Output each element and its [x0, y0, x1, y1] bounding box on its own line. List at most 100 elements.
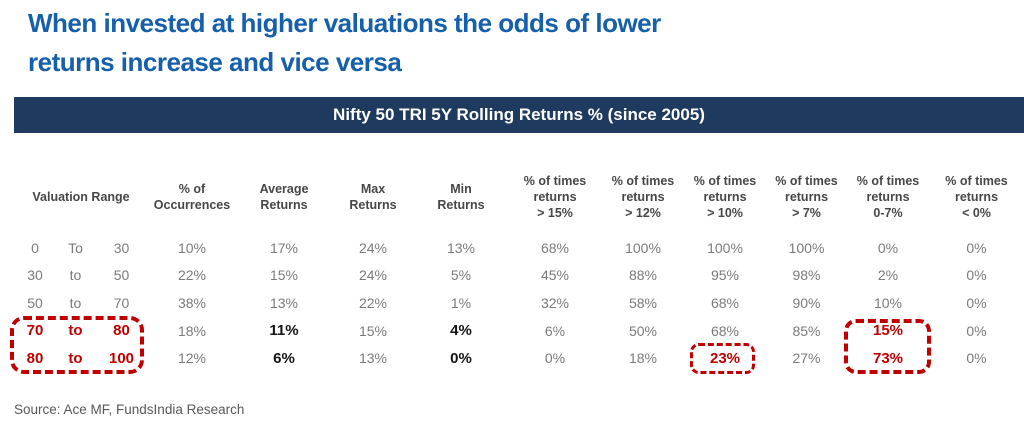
- header-line: returns: [533, 190, 577, 204]
- cell-max: 15%: [358, 322, 388, 339]
- cell-valuation-to: To: [68, 239, 83, 256]
- cell-gt7: 100%: [788, 239, 825, 256]
- cell-average: 15%: [269, 267, 299, 284]
- header-line: returns: [621, 190, 665, 204]
- cell-gt7: 98%: [792, 267, 821, 284]
- column-header-average-returns: Average Returns: [236, 166, 332, 228]
- cell-0-7: 0%: [877, 239, 899, 256]
- table-header-row: Valuation Range % of Occurrences Average…: [14, 166, 1024, 228]
- cell-0-7: 15%: [872, 322, 904, 340]
- cell-gt15: 32%: [540, 294, 570, 311]
- table-row-highlighted: 70 to 80 18% 11% 15% 4% 6% 50% 68% 85% 1…: [14, 317, 1024, 345]
- cell-max: 22%: [358, 294, 388, 311]
- header-line: > 15%: [537, 206, 573, 220]
- cell-valuation-high: 100: [108, 349, 135, 367]
- cell-occurrences: 22%: [177, 267, 207, 284]
- header-line: returns: [784, 190, 829, 204]
- header-line: Occurrences: [153, 198, 231, 212]
- column-header-min-returns: Min Returns: [414, 166, 508, 228]
- column-header-gt10: % of times returns > 10%: [684, 166, 766, 228]
- header-line: Min: [450, 182, 472, 196]
- cell-lt0: 0%: [966, 322, 987, 339]
- column-header-gt15: % of times returns > 15%: [508, 166, 602, 228]
- column-header-lt0: % of times returns < 0%: [929, 166, 1024, 228]
- header-line: % of times: [775, 174, 838, 188]
- header-line: 0-7%: [873, 206, 903, 220]
- cell-lt0: 0%: [966, 350, 987, 367]
- cell-average: 6%: [273, 349, 295, 367]
- cell-gt10: 100%: [707, 239, 743, 256]
- cell-valuation-high: 30: [113, 239, 130, 256]
- cell-lt0: 0%: [966, 294, 987, 311]
- cell-gt15: 45%: [540, 267, 570, 284]
- cell-valuation-low: 50: [27, 294, 43, 311]
- cell-valuation-to: to: [68, 349, 83, 367]
- header-line: < 0%: [962, 206, 991, 220]
- table-row: 0 To 30 10% 17% 24% 13% 68% 100% 100% 10…: [14, 234, 1024, 262]
- cell-0-7: 10%: [873, 294, 903, 311]
- rolling-returns-table: Valuation Range % of Occurrences Average…: [14, 166, 1024, 372]
- cell-min: 5%: [450, 267, 472, 284]
- page-title-line-2: returns increase and vice versa: [28, 47, 402, 77]
- cell-gt15: 0%: [544, 350, 566, 367]
- cell-lt0: 0%: [966, 267, 987, 284]
- cell-occurrences: 18%: [177, 322, 207, 339]
- cell-gt12: 18%: [628, 350, 658, 367]
- cell-0-7: 2%: [877, 267, 899, 284]
- cell-min: 0%: [450, 349, 472, 367]
- page-title: When invested at higher valuations the o…: [28, 4, 661, 82]
- column-header-gt12: % of times returns > 12%: [602, 166, 684, 228]
- cell-valuation-to: to: [69, 294, 82, 311]
- cell-gt10: 68%: [710, 294, 740, 311]
- cell-valuation-high: 70: [113, 294, 130, 311]
- column-header-0-7: % of times returns 0-7%: [847, 166, 929, 228]
- header-line: > 12%: [625, 206, 661, 220]
- cell-gt7: 85%: [792, 322, 821, 339]
- cell-min: 13%: [446, 239, 476, 256]
- cell-valuation-low: 80: [26, 349, 44, 367]
- column-header-occurrences: % of Occurrences: [148, 166, 236, 228]
- header-line: > 7%: [792, 206, 821, 220]
- cell-valuation-high: 50: [113, 267, 130, 284]
- source-note: Source: Ace MF, FundsIndia Research: [14, 402, 245, 417]
- cell-gt15: 6%: [544, 322, 566, 339]
- table-title-banner: Nifty 50 TRI 5Y Rolling Returns % (since…: [14, 97, 1024, 133]
- cell-occurrences: 38%: [177, 294, 207, 311]
- cell-average: 17%: [269, 239, 299, 256]
- header-line: % of: [178, 182, 206, 196]
- header-line: % of times: [856, 174, 920, 188]
- table-title-text: Nifty 50 TRI 5Y Rolling Returns % (since…: [333, 105, 705, 124]
- table-row: 30 to 50 22% 15% 24% 5% 45% 88% 95% 98% …: [14, 262, 1024, 290]
- header-line: returns: [954, 190, 999, 204]
- cell-lt0: 0%: [966, 239, 987, 256]
- cell-gt10: 23%: [709, 349, 741, 367]
- column-header-gt7: % of times returns > 7%: [766, 166, 847, 228]
- cell-average: 11%: [269, 322, 299, 340]
- cell-occurrences: 12%: [177, 350, 207, 367]
- cell-max: 24%: [358, 267, 388, 284]
- header-line: Average: [259, 182, 309, 196]
- cell-valuation-to: to: [68, 322, 83, 340]
- cell-gt7: 27%: [792, 350, 821, 367]
- header-line: Returns: [349, 198, 397, 212]
- table-row-highlighted: 80 to 100 12% 6% 13% 0% 0% 18% 23% 27% 7…: [14, 344, 1024, 372]
- header-line: Valuation Range: [32, 190, 130, 204]
- cell-max: 24%: [358, 239, 388, 256]
- header-line: Returns: [260, 198, 308, 212]
- cell-min: 4%: [450, 322, 472, 340]
- table-row: 50 to 70 38% 13% 22% 1% 32% 58% 68% 90% …: [14, 289, 1024, 317]
- cell-valuation-to: to: [69, 267, 82, 284]
- header-line: % of times: [693, 174, 757, 188]
- cell-gt12: 88%: [628, 267, 658, 284]
- cell-valuation-low: 0: [31, 239, 39, 256]
- header-line: returns: [866, 190, 910, 204]
- cell-gt12: 58%: [628, 294, 658, 311]
- column-header-max-returns: Max Returns: [332, 166, 414, 228]
- column-header-valuation-range: Valuation Range: [14, 166, 148, 228]
- cell-valuation-high: 80: [113, 322, 130, 340]
- cell-occurrences: 10%: [177, 239, 207, 256]
- cell-gt10: 95%: [710, 267, 740, 284]
- header-line: returns: [703, 190, 747, 204]
- cell-valuation-low: 70: [26, 322, 44, 340]
